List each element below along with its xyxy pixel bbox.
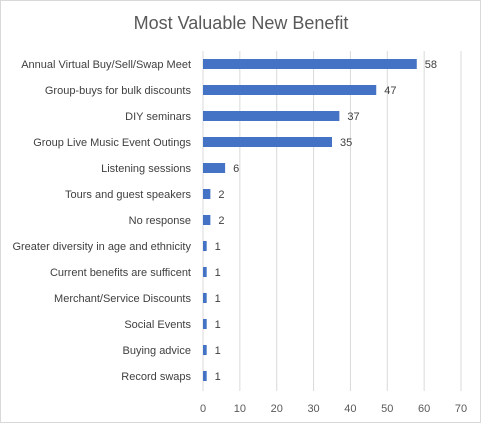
- category-label: No response: [129, 215, 191, 227]
- data-label: 6: [233, 163, 239, 175]
- x-tick-label: 50: [381, 403, 393, 415]
- bar: [203, 319, 207, 329]
- data-label: 47: [384, 85, 396, 97]
- data-label: 35: [340, 137, 352, 149]
- bars: [203, 59, 417, 381]
- category-label: DIY seminars: [125, 111, 191, 123]
- bar: [203, 189, 211, 199]
- x-tick-label: 20: [271, 403, 283, 415]
- bar: [203, 241, 207, 251]
- data-label: 1: [215, 345, 221, 357]
- bar: [203, 345, 207, 355]
- x-tick-label: 30: [307, 403, 319, 415]
- data-labels: 58 47 37 35 6 2 2 1 1 1 1 1 1: [215, 59, 437, 383]
- category-label: Current benefits are sufficent: [50, 267, 191, 279]
- category-label: Group Live Music Event Outings: [33, 137, 191, 149]
- data-label: 1: [215, 241, 221, 253]
- gridlines: [202, 51, 462, 391]
- bar: [203, 137, 332, 147]
- category-label: Group-buys for bulk discounts: [45, 85, 192, 97]
- x-axis-ticks: 0 10 20 30 40 50 60 70: [200, 403, 467, 415]
- data-label: 2: [218, 189, 224, 201]
- bar: [203, 267, 207, 277]
- bar: [203, 163, 226, 173]
- category-label: Tours and guest speakers: [65, 189, 191, 201]
- data-label: 1: [215, 319, 221, 331]
- bar: [203, 293, 207, 303]
- data-label: 1: [215, 267, 221, 279]
- bar: [203, 111, 340, 121]
- x-tick-label: 70: [455, 403, 467, 415]
- bar: [203, 371, 207, 381]
- category-label: Greater diversity in age and ethnicity: [12, 241, 191, 253]
- x-tick-label: 60: [418, 403, 430, 415]
- data-label: 1: [215, 371, 221, 383]
- bar: [203, 59, 417, 69]
- category-label: Social Events: [124, 319, 191, 331]
- chart-title: Most Valuable New Benefit: [134, 13, 349, 33]
- data-label: 1: [215, 293, 221, 305]
- bar: [203, 215, 211, 225]
- data-label: 37: [347, 111, 359, 123]
- category-label: Annual Virtual Buy/Sell/Swap Meet: [21, 59, 191, 71]
- category-labels: Annual Virtual Buy/Sell/Swap Meet Group-b…: [12, 59, 191, 383]
- x-tick-label: 40: [344, 403, 356, 415]
- bar: [203, 85, 377, 95]
- x-tick-label: 0: [200, 403, 206, 415]
- category-label: Listening sessions: [101, 163, 191, 175]
- category-label: Buying advice: [123, 345, 192, 357]
- category-label: Record swaps: [121, 371, 191, 383]
- data-label: 2: [218, 215, 224, 227]
- x-tick-label: 10: [234, 403, 246, 415]
- data-label: 58: [425, 59, 437, 71]
- category-label: Merchant/Service Discounts: [54, 293, 191, 305]
